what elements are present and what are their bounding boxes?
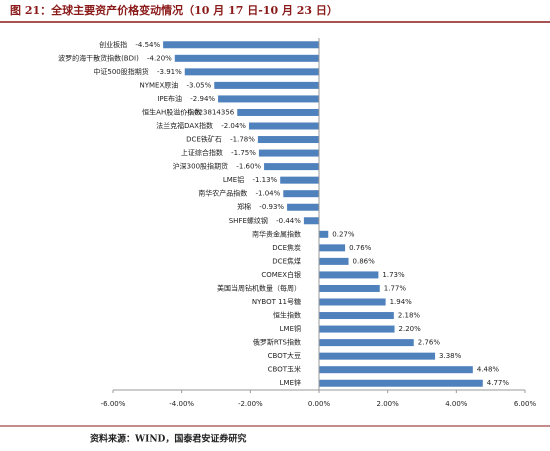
bar: [248, 122, 319, 130]
value-label: -0.93%: [259, 203, 284, 211]
category-label: CBOT玉米: [268, 365, 301, 374]
x-tick-label: -6.00%: [101, 400, 126, 408]
value-label: 2.76%: [418, 339, 441, 347]
bar: [214, 81, 319, 89]
bar: [319, 298, 386, 306]
value-label: -3.91%: [157, 68, 182, 76]
value-label: 0.86%: [353, 257, 376, 265]
category-label: 法兰克福DAX指数: [156, 121, 213, 130]
value-label: -2.04%: [221, 122, 246, 130]
value-label: -0.44%: [276, 217, 301, 225]
category-label: 上证综合指数: [181, 148, 223, 157]
value-label: -1.60%: [236, 163, 261, 171]
category-label: 俄罗斯RTS指数: [253, 338, 301, 347]
bar: [319, 325, 395, 333]
bar: [184, 68, 319, 76]
category-label: DCE铁矿石: [186, 135, 222, 144]
bar: [319, 339, 414, 347]
category-label: 美国当周钻机数量（每周）: [217, 283, 301, 292]
bar: [319, 271, 379, 279]
chart-title: 图 21：全球主要资产价格变动情况（10 月 17 日-10 月 23 日）: [10, 3, 338, 17]
bar: [258, 149, 319, 157]
category-label: IPE布油: [157, 94, 182, 103]
x-tick-label: 4.00%: [445, 400, 468, 408]
category-label: 中证500股指期货: [93, 67, 148, 76]
value-label: -1.75%: [231, 149, 256, 157]
value-label: -2.94%: [190, 95, 215, 103]
category-label: CBOT大豆: [268, 351, 301, 360]
value-label: 0.76%: [349, 244, 372, 252]
value-label: 4.77%: [487, 379, 510, 387]
value-label: -1.78%: [230, 136, 255, 144]
x-tick-label: 0.00%: [308, 400, 331, 408]
category-label: COMEX白银: [261, 270, 301, 279]
bar: [319, 257, 349, 265]
x-tick-label: -4.00%: [169, 400, 194, 408]
value-label: 0.27%: [332, 230, 355, 238]
x-tick-label: 2.00%: [377, 400, 400, 408]
value-label: -4.54%: [135, 41, 160, 49]
category-label: DCE焦煤: [272, 256, 301, 265]
bar: [283, 190, 319, 198]
category-label: 恒生指数: [273, 311, 301, 320]
category-label: 南华农产品指数: [198, 189, 247, 198]
bar: [257, 136, 319, 144]
bar: [319, 312, 394, 320]
value-label: -4.20%: [147, 54, 172, 62]
bar: [174, 54, 319, 62]
value-label: 3.38%: [439, 352, 462, 360]
category-label: SHFE螺纹钢: [229, 216, 268, 225]
category-label: NYBOT 11号糖: [252, 297, 301, 306]
category-label: LME铝: [223, 175, 244, 184]
value-label: 1.77%: [384, 284, 407, 292]
bar: [237, 108, 319, 116]
bar: [264, 163, 319, 171]
bar: [163, 41, 319, 49]
category-label: 创业板指: [99, 40, 127, 49]
source: 资料来源：WIND，国泰君安证券研究: [90, 433, 246, 445]
value-label: -3.05%: [187, 81, 212, 89]
bar: [319, 379, 483, 387]
bar: [287, 203, 319, 211]
value-label: 1.73%: [382, 271, 405, 279]
category-label: 恒生AH股溢价指数: [142, 107, 201, 116]
bar: [319, 352, 436, 360]
value-label: -1.04%: [256, 190, 281, 198]
bar: [303, 217, 319, 225]
category-label: LME锌: [280, 378, 301, 387]
bar: [319, 244, 346, 252]
category-label: 沪深300股指期货: [173, 162, 228, 171]
bar: [319, 366, 473, 374]
category-label: NYMEX原油: [140, 80, 179, 89]
value-label: -0.023814356: [185, 108, 235, 116]
bar: [319, 284, 380, 292]
x-tick-label: 6.00%: [514, 400, 537, 408]
x-tick-label: -2.00%: [238, 400, 263, 408]
value-label: 2.20%: [399, 325, 422, 333]
category-label: 南华贵金属指数: [252, 229, 301, 238]
category-label: 郑棉: [237, 202, 251, 211]
category-label: LME铜: [280, 324, 301, 333]
category-label: DCE焦炭: [272, 243, 301, 252]
category-label: 波罗的海干散货指数(BDI): [58, 53, 139, 62]
value-label: 1.94%: [390, 298, 413, 306]
value-label: -1.13%: [252, 176, 277, 184]
bar: [319, 230, 329, 238]
value-label: 2.18%: [398, 312, 421, 320]
bar: [218, 95, 319, 103]
bar: [280, 176, 319, 184]
value-label: 4.48%: [477, 366, 500, 374]
